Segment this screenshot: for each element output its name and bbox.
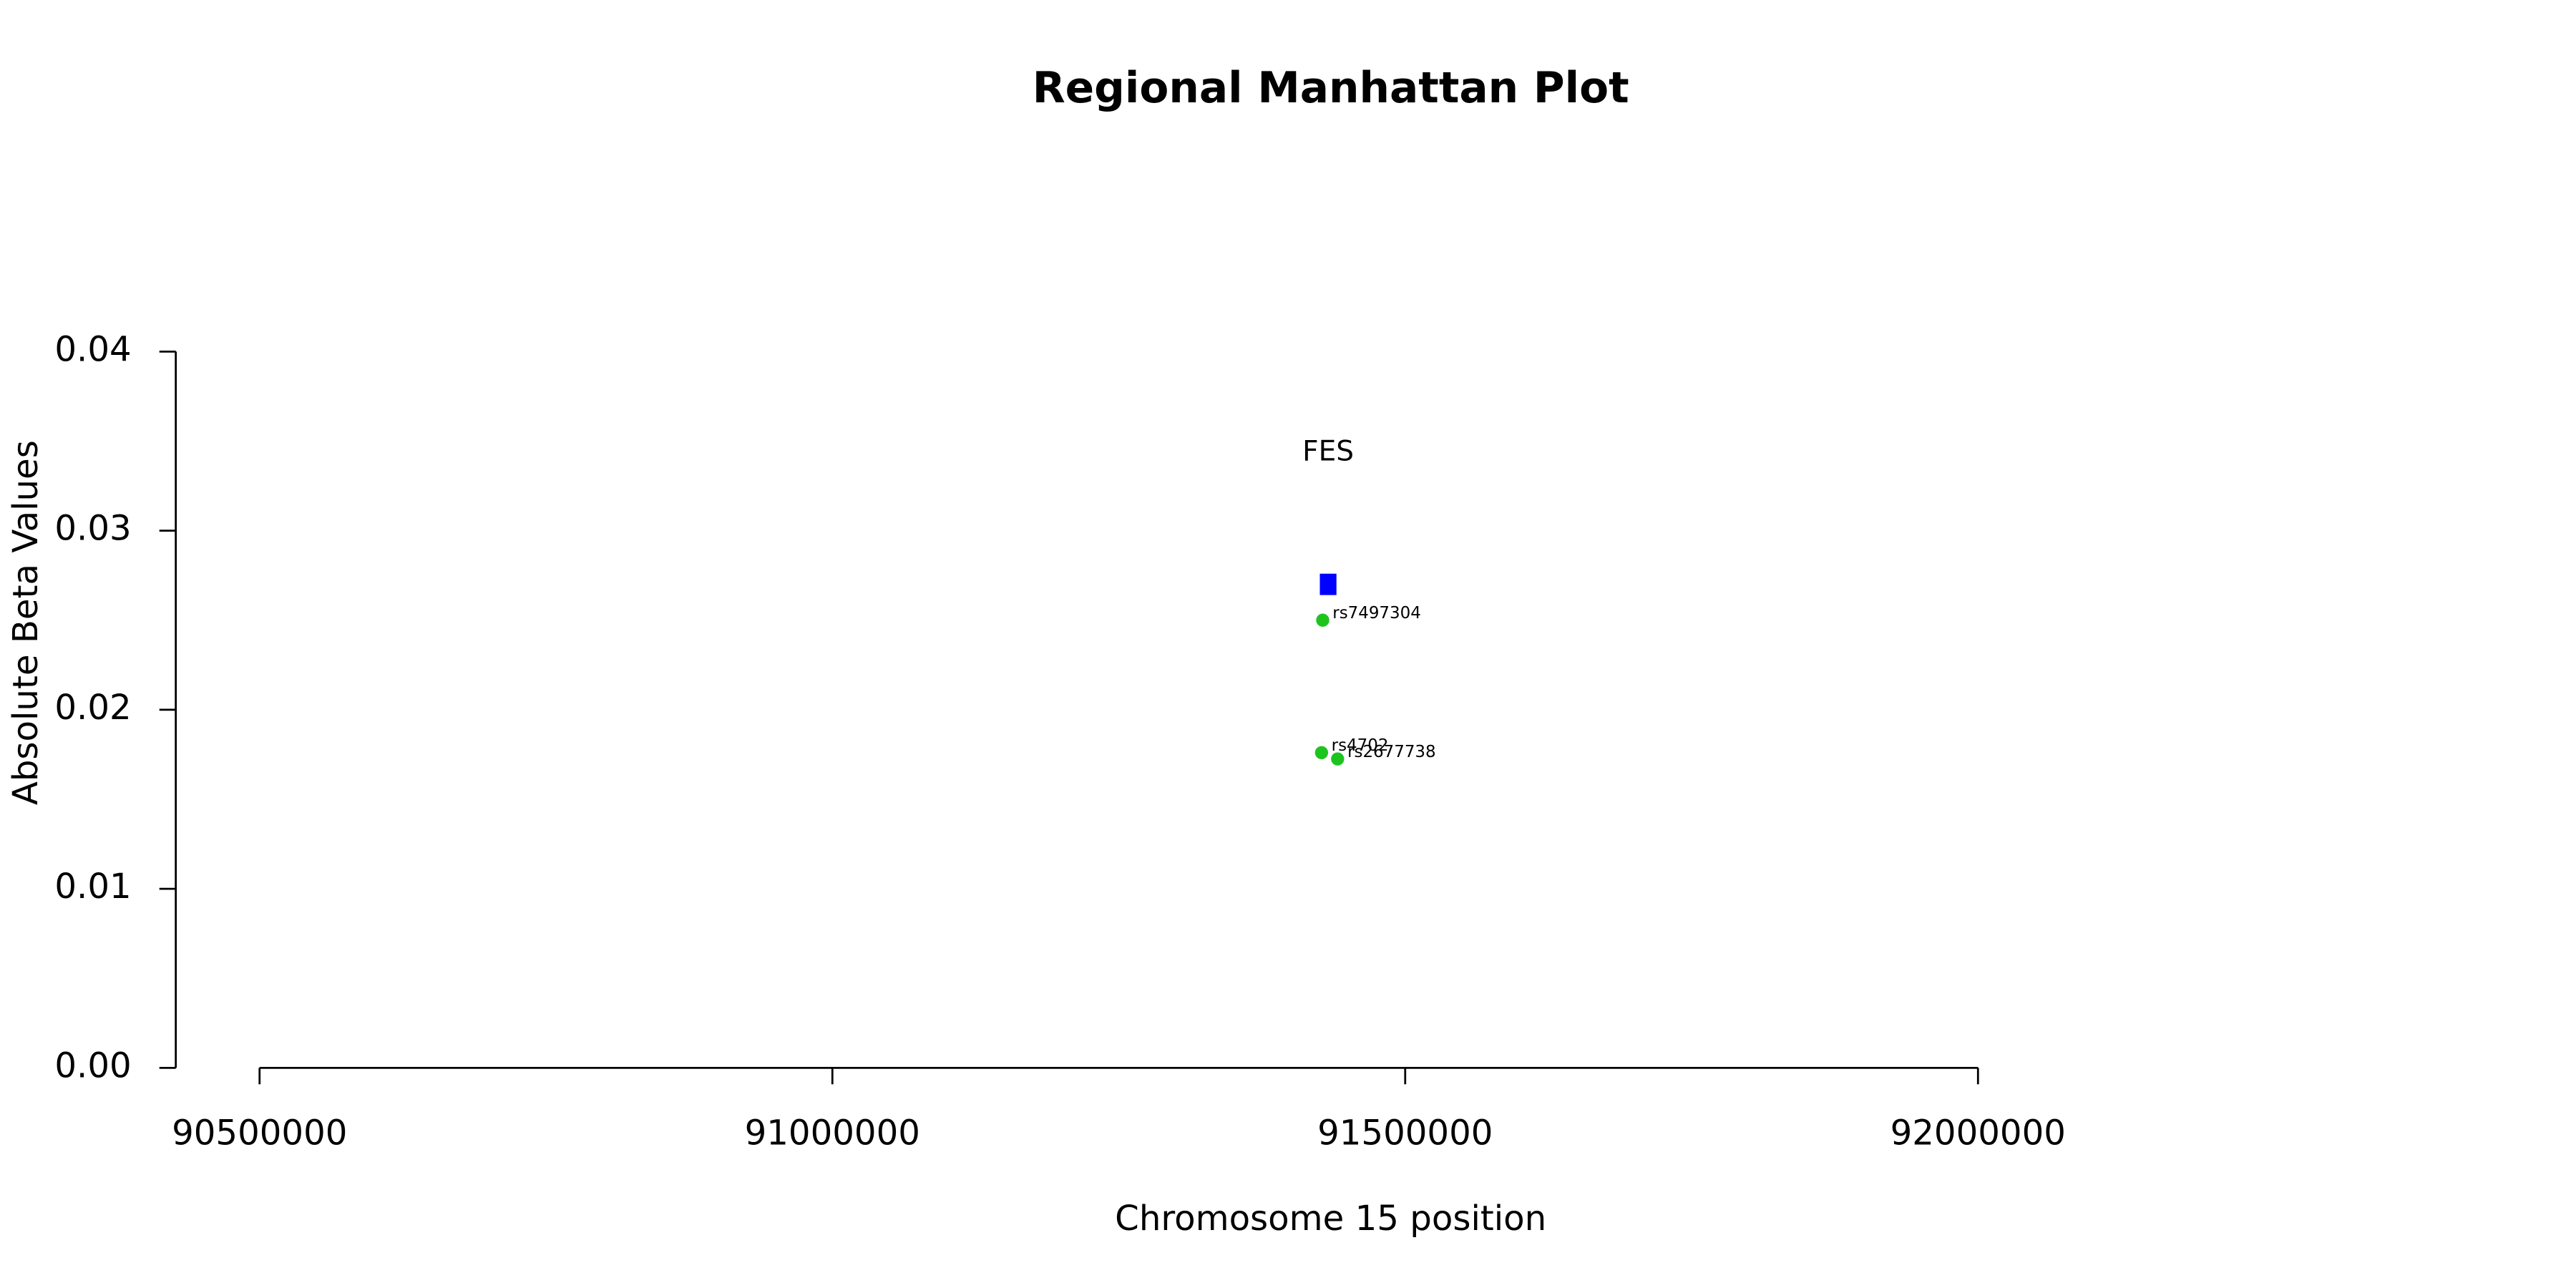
- x-axis-label: Chromosome 15 position: [1115, 1199, 1546, 1239]
- y-tick-label: 0.01: [54, 867, 131, 907]
- point: [1314, 746, 1329, 760]
- x-tick-label: 91000000: [745, 1113, 920, 1153]
- y-tick-label: 0.02: [54, 688, 131, 728]
- chart-title: Regional Manhattan Plot: [1033, 64, 1629, 113]
- gene: [1319, 573, 1337, 595]
- point-label: rs4702: [1332, 736, 1389, 755]
- gene-label: FES: [1302, 435, 1354, 467]
- x-tick-label: 90500000: [172, 1113, 347, 1153]
- point: [1316, 613, 1330, 627]
- y-axis-label: Absolute Beta Values: [6, 440, 46, 805]
- x-tick-label: 92000000: [1890, 1113, 2066, 1153]
- point-label: rs2677738: [1347, 743, 1436, 761]
- y-tick-label: 0.04: [54, 329, 131, 369]
- point-label: rs7497304: [1332, 604, 1421, 623]
- x-tick-label: 91500000: [1317, 1113, 1493, 1153]
- point: [1331, 752, 1345, 766]
- y-tick-label: 0.00: [54, 1045, 131, 1085]
- y-tick-label: 0.03: [54, 509, 131, 549]
